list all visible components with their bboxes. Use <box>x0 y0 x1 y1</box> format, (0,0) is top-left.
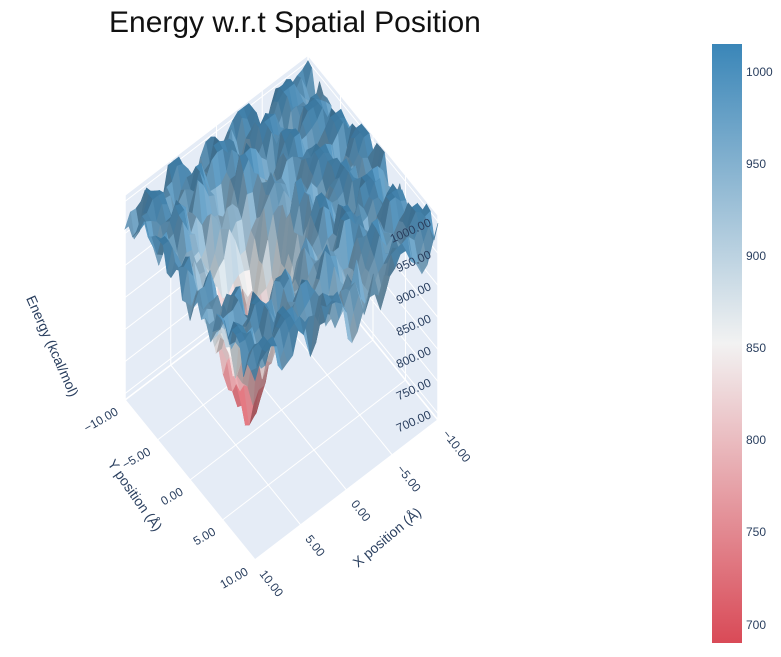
x-tick-label: −10.00 <box>440 427 474 465</box>
colorbar-tick-label: 850 <box>746 341 767 356</box>
y-axis-title: Y position (Å) <box>105 456 166 534</box>
colorbar-tick-label: 800 <box>746 433 767 448</box>
z-axis-title: Energy (kcal/mol) <box>23 293 82 399</box>
x-tick-label: 10.00 <box>257 567 287 600</box>
y-tick-label: −10.00 <box>81 404 120 435</box>
colorbar-tick-label: 700 <box>746 617 767 632</box>
colorbar-tick-label: 950 <box>746 156 767 171</box>
surface-plot[interactable]: 700.00750.00800.00850.00900.00950.001000… <box>0 0 700 657</box>
y-tick-label: 5.00 <box>191 524 219 548</box>
y-tick-label: 0.00 <box>158 484 186 508</box>
colorbar <box>712 44 742 643</box>
colorbar-tick-label: 1000 <box>746 64 773 79</box>
colorbar-tick-label: 750 <box>746 525 767 540</box>
energy-surface <box>124 60 439 426</box>
x-tick-label: 5.00 <box>302 532 328 559</box>
x-tick-label: 0.00 <box>348 497 374 524</box>
colorbar-tick-label: 900 <box>746 248 767 263</box>
x-tick-label: −5.00 <box>394 462 424 495</box>
y-tick-label: 10.00 <box>217 564 250 591</box>
chart-title: Energy w.r.t Spatial Position <box>109 6 481 39</box>
surface-patch <box>250 360 261 382</box>
